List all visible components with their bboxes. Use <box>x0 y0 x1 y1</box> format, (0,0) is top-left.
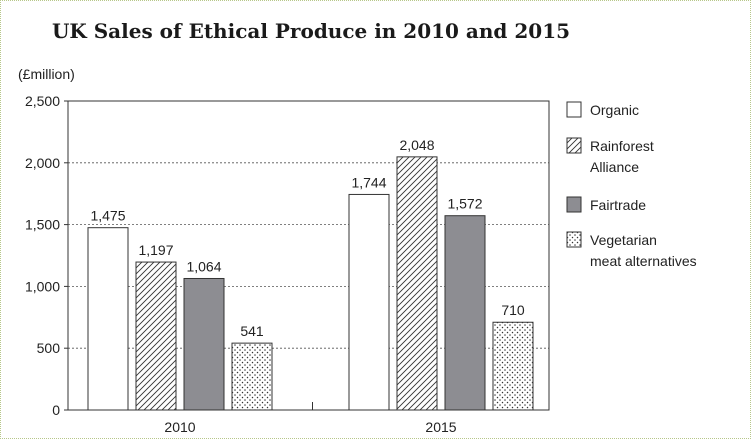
legend-label-vegetarian-meat-alternatives: Vegetarian <box>590 232 657 248</box>
legend-label-rainforest-alliance: Alliance <box>590 159 639 175</box>
legend-swatch-vegetarian-meat-alternatives <box>566 231 582 248</box>
data-label-rainforest-alliance-2010: 1,197 <box>138 242 173 258</box>
y-tick-label: 2,500 <box>25 93 60 109</box>
y-tick-label: 2,000 <box>25 155 60 171</box>
data-label-rainforest-alliance-2015: 2,048 <box>399 137 434 153</box>
data-labels: 1,475 1,197 1,064 541 1,744 2,048 1,572 710 <box>90 137 524 339</box>
data-label-organic-2015: 1,744 <box>351 174 386 190</box>
y-tick-label: 1,500 <box>25 217 60 233</box>
y-tick-label: 500 <box>37 340 61 356</box>
data-label-organic-2010: 1,475 <box>90 208 125 224</box>
legend-item-fairtrade: Fairtrade <box>566 196 646 213</box>
legend-item-rainforest-alliance: Rainforest Alliance <box>566 137 654 175</box>
bar-fairtrade-2015 <box>444 215 486 411</box>
legend-label-vegetarian-meat-alternatives: meat alternatives <box>590 253 697 269</box>
legend-label-rainforest-alliance: Rainforest <box>590 138 654 154</box>
bar-organic-2010 <box>87 227 129 411</box>
bar-rainforest-alliance-2015 <box>396 156 438 411</box>
bar-fairtrade-2010 <box>183 277 225 411</box>
y-axis-unit-label: (£million) <box>18 66 75 82</box>
bar-organic-2015 <box>348 193 390 411</box>
x-tick-label-2010: 2010 <box>164 419 195 435</box>
data-label-vegetarian-meat-alternatives-2010: 541 <box>240 323 264 339</box>
data-label-vegetarian-meat-alternatives-2015: 710 <box>501 302 525 318</box>
legend-swatch-organic <box>566 101 582 118</box>
chart-title: UK Sales of Ethical Produce in 2010 and … <box>51 19 571 43</box>
legend-label-organic: Organic <box>590 102 639 118</box>
legend-item-organic: Organic <box>566 101 639 118</box>
data-label-fairtrade-2015: 1,572 <box>447 196 482 212</box>
legend-swatch-fairtrade <box>566 196 582 213</box>
legend: Organic Rainforest Alliance Fairtrade Vegeta… <box>566 101 697 269</box>
x-tick-label-2015: 2015 <box>425 419 456 435</box>
legend-label-fairtrade: Fairtrade <box>590 197 646 213</box>
data-label-fairtrade-2010: 1,064 <box>186 258 221 274</box>
bar-vegetarian-meat-alternatives-2015 <box>492 321 534 411</box>
bars <box>87 156 534 411</box>
legend-item-vegetarian-meat-alternatives: Vegetarian meat alternatives <box>566 231 697 269</box>
plot-area-border <box>67 100 550 411</box>
legend-swatch-rainforest-alliance <box>566 137 582 154</box>
bar-vegetarian-meat-alternatives-2010 <box>231 342 273 411</box>
y-tick-label: 1,000 <box>25 278 60 294</box>
y-tick-label: 0 <box>52 402 60 418</box>
bar-rainforest-alliance-2010 <box>135 261 177 411</box>
axes: 0 500 1,000 1,500 2,000 2,500 2010 2015 <box>25 93 550 435</box>
